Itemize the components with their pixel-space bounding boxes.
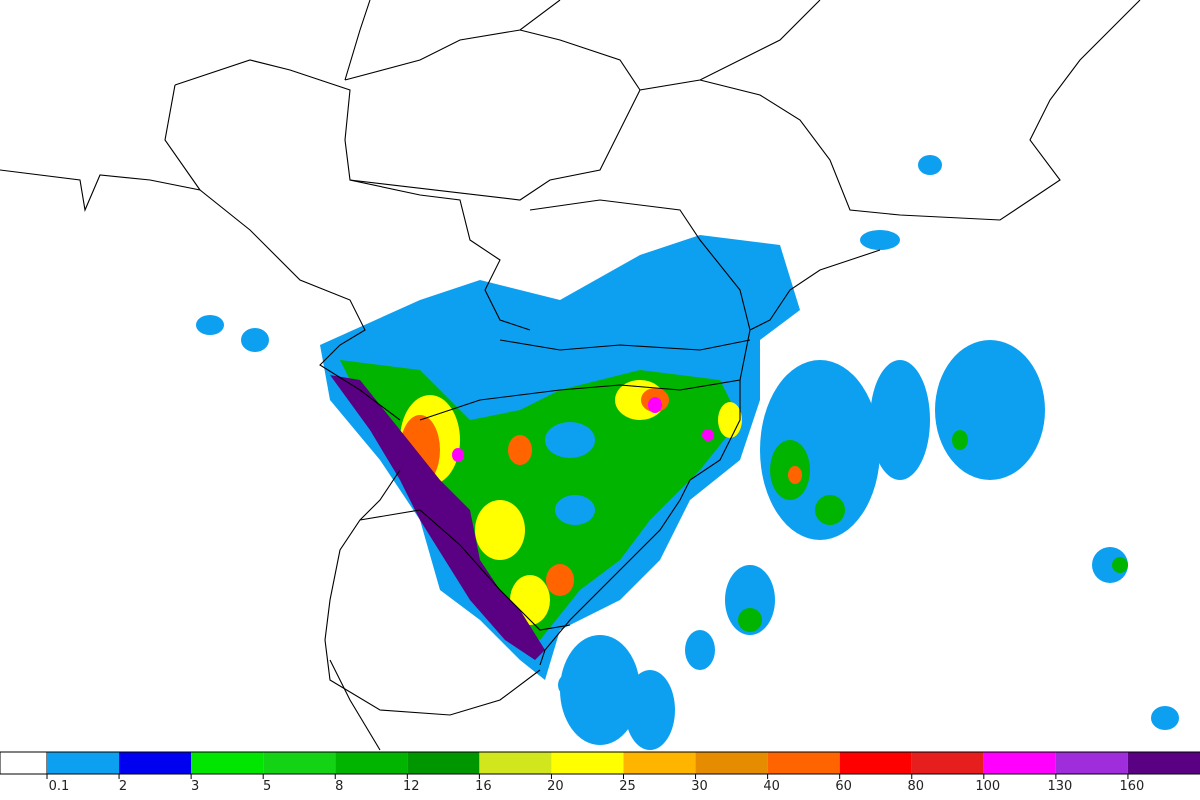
colorbar-label: 60 [835,779,852,794]
colorbar-label: 0.1 [49,779,70,794]
colorbar-label: 8 [335,779,343,794]
colorbar-label: 100 [975,779,1000,794]
colorbar-label: 12 [403,779,420,794]
colorbar-label: 30 [691,779,708,794]
colorbar-segment [335,752,408,774]
colorbar: 0.1 2 3 5 8 12 16 20 25 30 40 60 80 100 130 160 [0,751,1200,794]
colorbar-label: 16 [475,779,492,794]
colorbar-segment [263,752,336,774]
colorbar-segment [47,752,120,774]
colorbar-label: 80 [907,779,924,794]
colorbar-segment [479,752,552,774]
colorbar-segment [911,752,984,774]
colorbar-segment [191,752,264,774]
colorbar-segment [983,752,1056,774]
colorbar-label: 160 [1120,779,1145,794]
colorbar-blank [0,751,48,775]
colorbar-segment [1055,752,1128,774]
colorbar-label: 40 [763,779,780,794]
colorbar-segment [695,752,768,774]
colorbar-segment [407,752,480,774]
colorbar-label: 3 [191,779,199,794]
colorbar-segment [119,752,192,774]
boundaries [0,0,1141,751]
colorbar-label: 130 [1047,779,1072,794]
colorbar-label: 2 [119,779,127,794]
colorbar-label: 20 [547,779,564,794]
colorbar-segment [1127,752,1200,774]
colorbar-segment [551,752,624,774]
colorbar-label: 25 [619,779,636,794]
colorbar-label: 5 [263,779,271,794]
colorbar-segment [623,752,696,774]
precipitation-field [196,155,1179,750]
colorbar-segment [767,752,840,774]
colorbar-segment [839,752,912,774]
